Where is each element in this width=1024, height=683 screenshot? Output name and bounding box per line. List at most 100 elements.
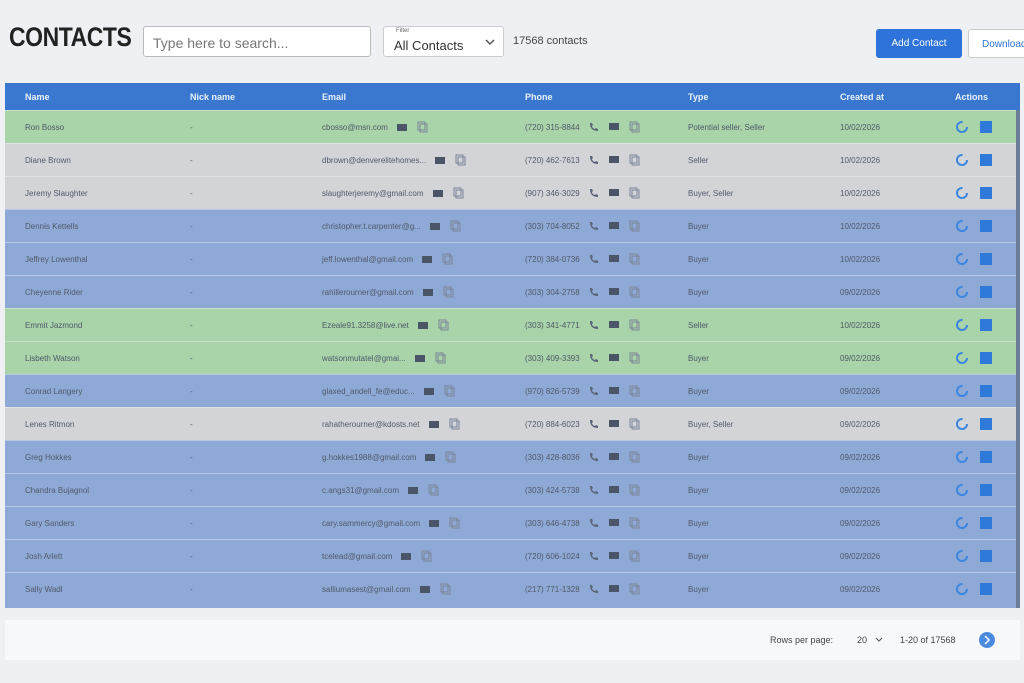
copy-icon[interactable]: [434, 352, 446, 364]
mail-icon[interactable]: [400, 550, 412, 562]
edit-button[interactable]: [979, 153, 993, 167]
phone-icon[interactable]: [588, 154, 600, 166]
sms-icon[interactable]: [608, 385, 620, 397]
table-row[interactable]: Ron Bosso - cbosso@msn.com (720) 315-8844 Po…: [5, 110, 1020, 143]
sms-icon[interactable]: [608, 319, 620, 331]
sync-button[interactable]: [955, 153, 969, 167]
sms-icon[interactable]: [608, 286, 620, 298]
copy-icon[interactable]: [628, 550, 640, 562]
sync-button[interactable]: [955, 318, 969, 332]
phone-icon[interactable]: [588, 418, 600, 430]
next-page-button[interactable]: [978, 631, 996, 649]
sms-icon[interactable]: [608, 550, 620, 562]
download-button[interactable]: Download: [968, 29, 1024, 58]
phone-icon[interactable]: [588, 286, 600, 298]
copy-icon[interactable]: [448, 517, 460, 529]
table-row[interactable]: Jeffrey Lowenthal - jeff.lowenthal@gmail.c…: [5, 242, 1020, 275]
sync-button[interactable]: [955, 384, 969, 398]
sync-button[interactable]: [955, 186, 969, 200]
edit-button[interactable]: [979, 549, 993, 563]
rows-per-page-select[interactable]: 20: [857, 635, 868, 645]
sync-button[interactable]: [955, 285, 969, 299]
scrollbar[interactable]: [1016, 110, 1020, 608]
copy-icon[interactable]: [441, 253, 453, 265]
sms-icon[interactable]: [608, 517, 620, 529]
mail-icon[interactable]: [428, 517, 440, 529]
copy-icon[interactable]: [628, 187, 640, 199]
table-row[interactable]: Diane Brown - dbrown@denverelitehomes... (7…: [5, 143, 1020, 176]
phone-icon[interactable]: [588, 517, 600, 529]
copy-icon[interactable]: [437, 319, 449, 331]
edit-button[interactable]: [979, 516, 993, 530]
copy-icon[interactable]: [452, 187, 464, 199]
add-contact-button[interactable]: Add Contact: [876, 29, 962, 58]
sms-icon[interactable]: [608, 352, 620, 364]
copy-icon[interactable]: [628, 517, 640, 529]
copy-icon[interactable]: [628, 451, 640, 463]
copy-icon[interactable]: [442, 286, 454, 298]
sync-button[interactable]: [955, 417, 969, 431]
mail-icon[interactable]: [396, 121, 408, 133]
copy-icon[interactable]: [628, 220, 640, 232]
edit-button[interactable]: [979, 384, 993, 398]
copy-icon[interactable]: [628, 418, 640, 430]
sync-button[interactable]: [955, 582, 969, 596]
edit-button[interactable]: [979, 417, 993, 431]
phone-icon[interactable]: [588, 220, 600, 232]
sms-icon[interactable]: [608, 220, 620, 232]
sync-button[interactable]: [955, 219, 969, 233]
copy-icon[interactable]: [628, 121, 640, 133]
filter-select[interactable]: Filter All Contacts: [383, 26, 504, 57]
mail-icon[interactable]: [421, 253, 433, 265]
copy-icon[interactable]: [628, 253, 640, 265]
mail-icon[interactable]: [419, 583, 431, 595]
edit-button[interactable]: [979, 582, 993, 596]
copy-icon[interactable]: [628, 385, 640, 397]
sms-icon[interactable]: [608, 187, 620, 199]
edit-button[interactable]: [979, 318, 993, 332]
table-row[interactable]: Conrad Langery - glaxed_andell_fe@educ... (…: [5, 374, 1020, 407]
edit-button[interactable]: [979, 120, 993, 134]
phone-icon[interactable]: [588, 451, 600, 463]
sync-button[interactable]: [955, 351, 969, 365]
copy-icon[interactable]: [628, 484, 640, 496]
copy-icon[interactable]: [628, 154, 640, 166]
copy-icon[interactable]: [628, 319, 640, 331]
phone-icon[interactable]: [588, 583, 600, 595]
copy-icon[interactable]: [439, 583, 451, 595]
copy-icon[interactable]: [448, 418, 460, 430]
mail-icon[interactable]: [423, 385, 435, 397]
mail-icon[interactable]: [428, 418, 440, 430]
copy-icon[interactable]: [628, 352, 640, 364]
edit-button[interactable]: [979, 186, 993, 200]
mail-icon[interactable]: [429, 220, 441, 232]
sync-button[interactable]: [955, 549, 969, 563]
edit-button[interactable]: [979, 285, 993, 299]
mail-icon[interactable]: [432, 187, 444, 199]
table-row[interactable]: Dennis Kettells - christopher.t.carpenter@…: [5, 209, 1020, 242]
sms-icon[interactable]: [608, 154, 620, 166]
table-row[interactable]: Greg Hokkes - g.hokkes1988@gmail.com (303) …: [5, 440, 1020, 473]
mail-icon[interactable]: [414, 352, 426, 364]
sync-button[interactable]: [955, 516, 969, 530]
copy-icon[interactable]: [420, 550, 432, 562]
copy-icon[interactable]: [443, 385, 455, 397]
mail-icon[interactable]: [424, 451, 436, 463]
table-row[interactable]: Sally Wadl - salliumasest@gmail.com (217) 7…: [5, 572, 1020, 605]
copy-icon[interactable]: [454, 154, 466, 166]
sms-icon[interactable]: [608, 484, 620, 496]
copy-icon[interactable]: [449, 220, 461, 232]
copy-icon[interactable]: [628, 583, 640, 595]
mail-icon[interactable]: [434, 154, 446, 166]
edit-button[interactable]: [979, 450, 993, 464]
table-row[interactable]: Chandra Bujagnol - c.angs31@gmail.com (303)…: [5, 473, 1020, 506]
sync-button[interactable]: [955, 252, 969, 266]
sms-icon[interactable]: [608, 418, 620, 430]
sms-icon[interactable]: [608, 583, 620, 595]
phone-icon[interactable]: [588, 484, 600, 496]
table-row[interactable]: Josh Arlett - tcelead@gmail.com (720) 606-1…: [5, 539, 1020, 572]
copy-icon[interactable]: [427, 484, 439, 496]
table-row[interactable]: Cheyenne Rider - rahillerourner@gmail.com (…: [5, 275, 1020, 308]
phone-icon[interactable]: [588, 121, 600, 133]
search-input[interactable]: Type here to search...: [143, 26, 371, 57]
